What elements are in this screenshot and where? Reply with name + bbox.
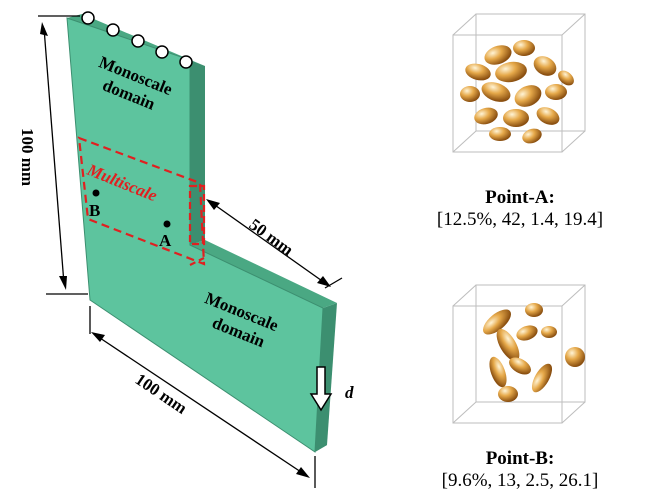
specimen: Monoscale domain Monoscale domain Multis… <box>66 11 337 453</box>
multiscale-region-edge <box>189 257 205 266</box>
load-label: d <box>345 383 354 402</box>
top-support-circle <box>179 55 193 69</box>
multiscale-side-box <box>188 184 206 246</box>
dimension-height: 100 mm <box>18 15 88 295</box>
multiscale-region <box>77 136 206 266</box>
notch-top-face <box>190 240 337 308</box>
top-support-circle <box>131 34 145 48</box>
point-b-values: [9.6%, 13, 2.5, 26.1] <box>441 470 599 491</box>
inclusions-a <box>460 40 574 144</box>
point-a-marker <box>163 220 171 228</box>
point-a-values: [12.5%, 42, 1.4, 19.4] <box>436 209 604 230</box>
point-a-caption: Point-A: [12.5%, 42, 1.4, 19.4] <box>410 187 630 231</box>
dim-width-label: 100 mm <box>132 370 191 418</box>
point-b-title: Point-B: <box>485 448 555 469</box>
microstructure-cube-a <box>452 13 586 153</box>
dim-height-label: 100 mm <box>18 128 37 186</box>
point-b-label: B <box>89 201 100 220</box>
top-support-circle <box>155 45 169 59</box>
dim-notch-label: 50 mm <box>246 215 297 260</box>
top-support-circle <box>106 23 120 37</box>
point-b-caption: Point-B: [9.6%, 13, 2.5, 26.1] <box>410 448 630 492</box>
load-arrow: d <box>309 366 354 412</box>
point-a-label: A <box>159 231 172 250</box>
inclusions-b <box>482 303 585 402</box>
down-arrow-icon <box>309 366 333 412</box>
microstructure-cube-b <box>452 284 586 424</box>
lower-arm-side-face <box>315 303 337 452</box>
point-b-marker <box>92 189 100 197</box>
point-a-title: Point-A: <box>485 187 555 208</box>
top-support-circle <box>81 11 95 25</box>
